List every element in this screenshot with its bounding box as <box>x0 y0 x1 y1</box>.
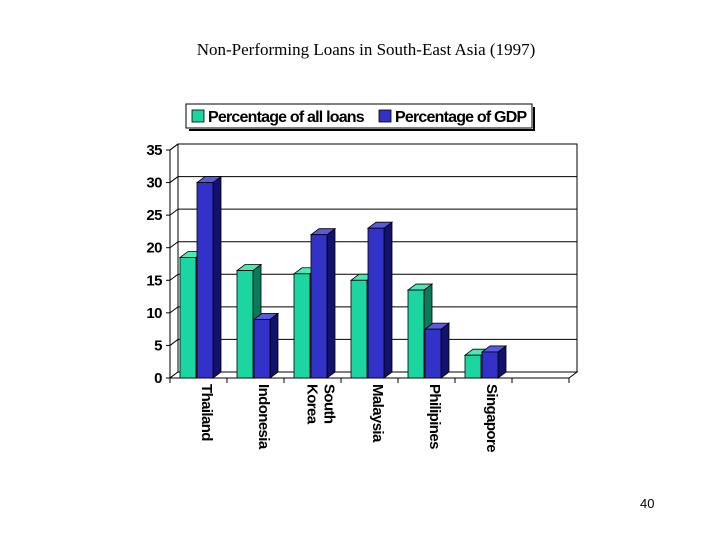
y-tick-label: 25 <box>146 207 162 224</box>
bar-gdp <box>309 227 337 379</box>
bar-front <box>310 234 328 379</box>
legend: Percentage of all loans Percentage of GDP <box>185 103 535 131</box>
y-tick-label: 30 <box>146 175 162 192</box>
bar-front <box>236 270 254 379</box>
bar-front <box>367 227 385 379</box>
x-category-label: Korea <box>304 384 321 425</box>
bar-side <box>212 175 222 379</box>
y-tick-label: 5 <box>154 337 162 354</box>
bar-front <box>481 351 499 379</box>
legend-label: Percentage of GDP <box>395 109 527 126</box>
y-tick-label: 20 <box>146 240 162 257</box>
page-number: 40 <box>640 496 655 511</box>
gridline-depth <box>169 339 179 346</box>
gridline-depth <box>169 306 179 314</box>
y-tick-label: 0 <box>154 370 162 387</box>
y-tick-label: 35 <box>146 142 162 159</box>
x-category-label: Singapore <box>483 384 500 452</box>
legend-box <box>185 103 533 129</box>
bar-side <box>269 312 279 379</box>
bar-gdp <box>423 322 451 379</box>
bar-front <box>179 257 197 379</box>
bar-front <box>350 279 368 379</box>
bar-gdp <box>480 345 508 379</box>
bar-gdp <box>366 221 394 379</box>
legend-swatch <box>191 109 205 123</box>
gridline-depth <box>169 208 179 216</box>
x-category-label: Malaysia <box>369 384 386 443</box>
legend-label: Percentage of all loans <box>208 109 365 126</box>
bar-front <box>253 318 271 379</box>
bar-side <box>326 227 336 379</box>
bar-side <box>440 322 450 379</box>
bar-front <box>424 328 442 379</box>
bar-gdp <box>195 175 223 379</box>
x-category-label: Thailand <box>198 384 215 441</box>
gridline-depth <box>169 273 179 281</box>
gridline-depth <box>169 176 179 183</box>
x-category-label: South <box>321 384 338 424</box>
x-category-label: Philipines <box>426 384 443 449</box>
bar-side <box>383 221 393 379</box>
y-tick-label: 10 <box>146 305 162 322</box>
bar-gdp <box>252 312 280 379</box>
legend-swatch <box>378 109 392 123</box>
page-title: Non-Performing Loans in South-East Asia … <box>196 40 536 59</box>
gridline-depth <box>169 241 179 249</box>
y-tick-label: 15 <box>146 272 162 289</box>
bar-front <box>293 273 311 379</box>
bar-front <box>407 289 425 379</box>
x-category-label: Indonesia <box>255 384 272 450</box>
y-axis-depth <box>169 143 179 151</box>
bar-front <box>196 182 214 379</box>
bar-front <box>464 354 482 379</box>
